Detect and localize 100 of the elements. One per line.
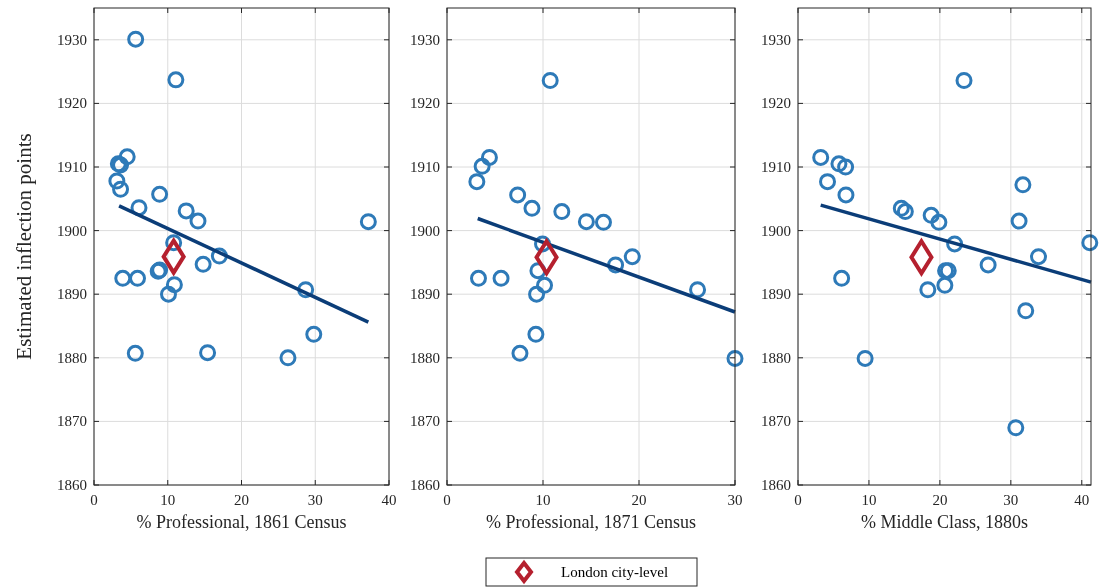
point: [1007, 419, 1025, 437]
point: [577, 213, 595, 231]
point: [528, 285, 546, 303]
y-tick-label: 1920: [410, 95, 440, 112]
point: [623, 248, 641, 266]
point: [1017, 302, 1035, 320]
x-tick-label: 0: [90, 492, 98, 508]
point: [473, 157, 491, 175]
x-tick-label: 0: [794, 492, 802, 508]
y-tick-label: 1910: [761, 159, 791, 175]
point: [812, 148, 830, 166]
y-tick-label: 1860: [410, 477, 440, 493]
point: [979, 256, 997, 274]
y-tick-label: 1890: [57, 286, 87, 303]
point: [919, 281, 937, 299]
x-tick-label: 30: [307, 492, 323, 508]
x-tick-label: 20: [932, 492, 948, 508]
y-tick-label: 1860: [57, 477, 87, 493]
point: [541, 72, 559, 89]
point: [177, 202, 195, 220]
point: [359, 213, 377, 231]
y-tick-label: 1880: [57, 349, 87, 366]
point: [1014, 176, 1032, 194]
y-tick-label: 1900: [57, 222, 87, 239]
y-tick-label: 1890: [410, 286, 440, 303]
point: [892, 199, 910, 217]
point: [1030, 248, 1047, 266]
point: [955, 72, 973, 89]
point: [127, 30, 145, 48]
y-tick-label: 1920: [761, 95, 791, 112]
point: [511, 344, 529, 362]
point: [523, 199, 541, 217]
point: [837, 186, 855, 204]
point: [165, 276, 183, 294]
y-tick-label: 1920: [57, 95, 87, 112]
point: [118, 148, 136, 166]
x-tick-label: 10: [160, 492, 176, 508]
point: [936, 276, 954, 294]
point: [199, 344, 217, 362]
point: [167, 71, 185, 89]
point: [279, 349, 297, 367]
point: [159, 285, 177, 303]
point: [922, 206, 940, 224]
point: [1081, 234, 1099, 252]
point: [1010, 212, 1028, 230]
x-axis-title: % Professional, 1861 Census: [136, 512, 347, 532]
y-tick-label: 1930: [57, 31, 87, 48]
point: [726, 349, 744, 367]
x-tick-label: 10: [861, 492, 877, 508]
point: [819, 173, 837, 191]
point: [527, 325, 545, 343]
point: [194, 255, 212, 273]
point: [480, 148, 498, 166]
x-tick-label: 20: [631, 492, 647, 508]
y-tick-label: 1870: [761, 413, 791, 430]
x-tick-label: 20: [234, 492, 249, 508]
point: [108, 172, 126, 190]
y-tick-label: 1860: [761, 477, 791, 493]
y-tick-label: 1880: [761, 349, 791, 366]
y-tick-label: 1930: [410, 31, 440, 48]
x-tick-label: 40: [1074, 492, 1090, 508]
y-tick-label: 1870: [57, 413, 87, 430]
y-tick-label: 1900: [410, 222, 440, 239]
x-tick-label: 30: [727, 492, 743, 508]
point: [856, 349, 874, 367]
point: [126, 344, 144, 362]
point: [896, 203, 914, 221]
point: [837, 158, 855, 176]
x-tick-label: 40: [381, 492, 397, 508]
x-tick-label: 0: [443, 492, 451, 508]
point: [689, 281, 707, 299]
point: [469, 269, 487, 287]
point: [189, 212, 207, 230]
y-tick-label: 1910: [410, 159, 440, 175]
point: [492, 269, 510, 287]
point: [129, 269, 147, 287]
x-tick-label: 10: [535, 492, 551, 508]
x-axis-title: % Professional, 1871 Census: [486, 512, 696, 532]
y-tick-label: 1930: [761, 31, 791, 48]
point: [594, 213, 612, 231]
y-tick-label: 1910: [57, 159, 87, 175]
point: [151, 185, 169, 203]
point: [305, 325, 323, 343]
point: [553, 203, 571, 221]
x-axis-title: % Middle Class, 1880s: [860, 512, 1029, 532]
y-tick-label: 1870: [410, 413, 440, 430]
x-tick-label: 30: [1003, 492, 1019, 508]
point: [114, 269, 132, 287]
y-tick-label: 1880: [410, 349, 440, 366]
y-tick-label: 1900: [761, 222, 791, 239]
y-tick-label: 1890: [761, 286, 791, 303]
point: [830, 155, 848, 173]
point: [930, 213, 948, 231]
point: [509, 186, 527, 204]
point: [468, 173, 486, 191]
legend-label: London city-level: [561, 564, 669, 580]
point: [833, 269, 851, 287]
point: [112, 180, 130, 198]
y-axis-title: Estimated inflection points: [12, 133, 36, 360]
point: [536, 276, 554, 294]
